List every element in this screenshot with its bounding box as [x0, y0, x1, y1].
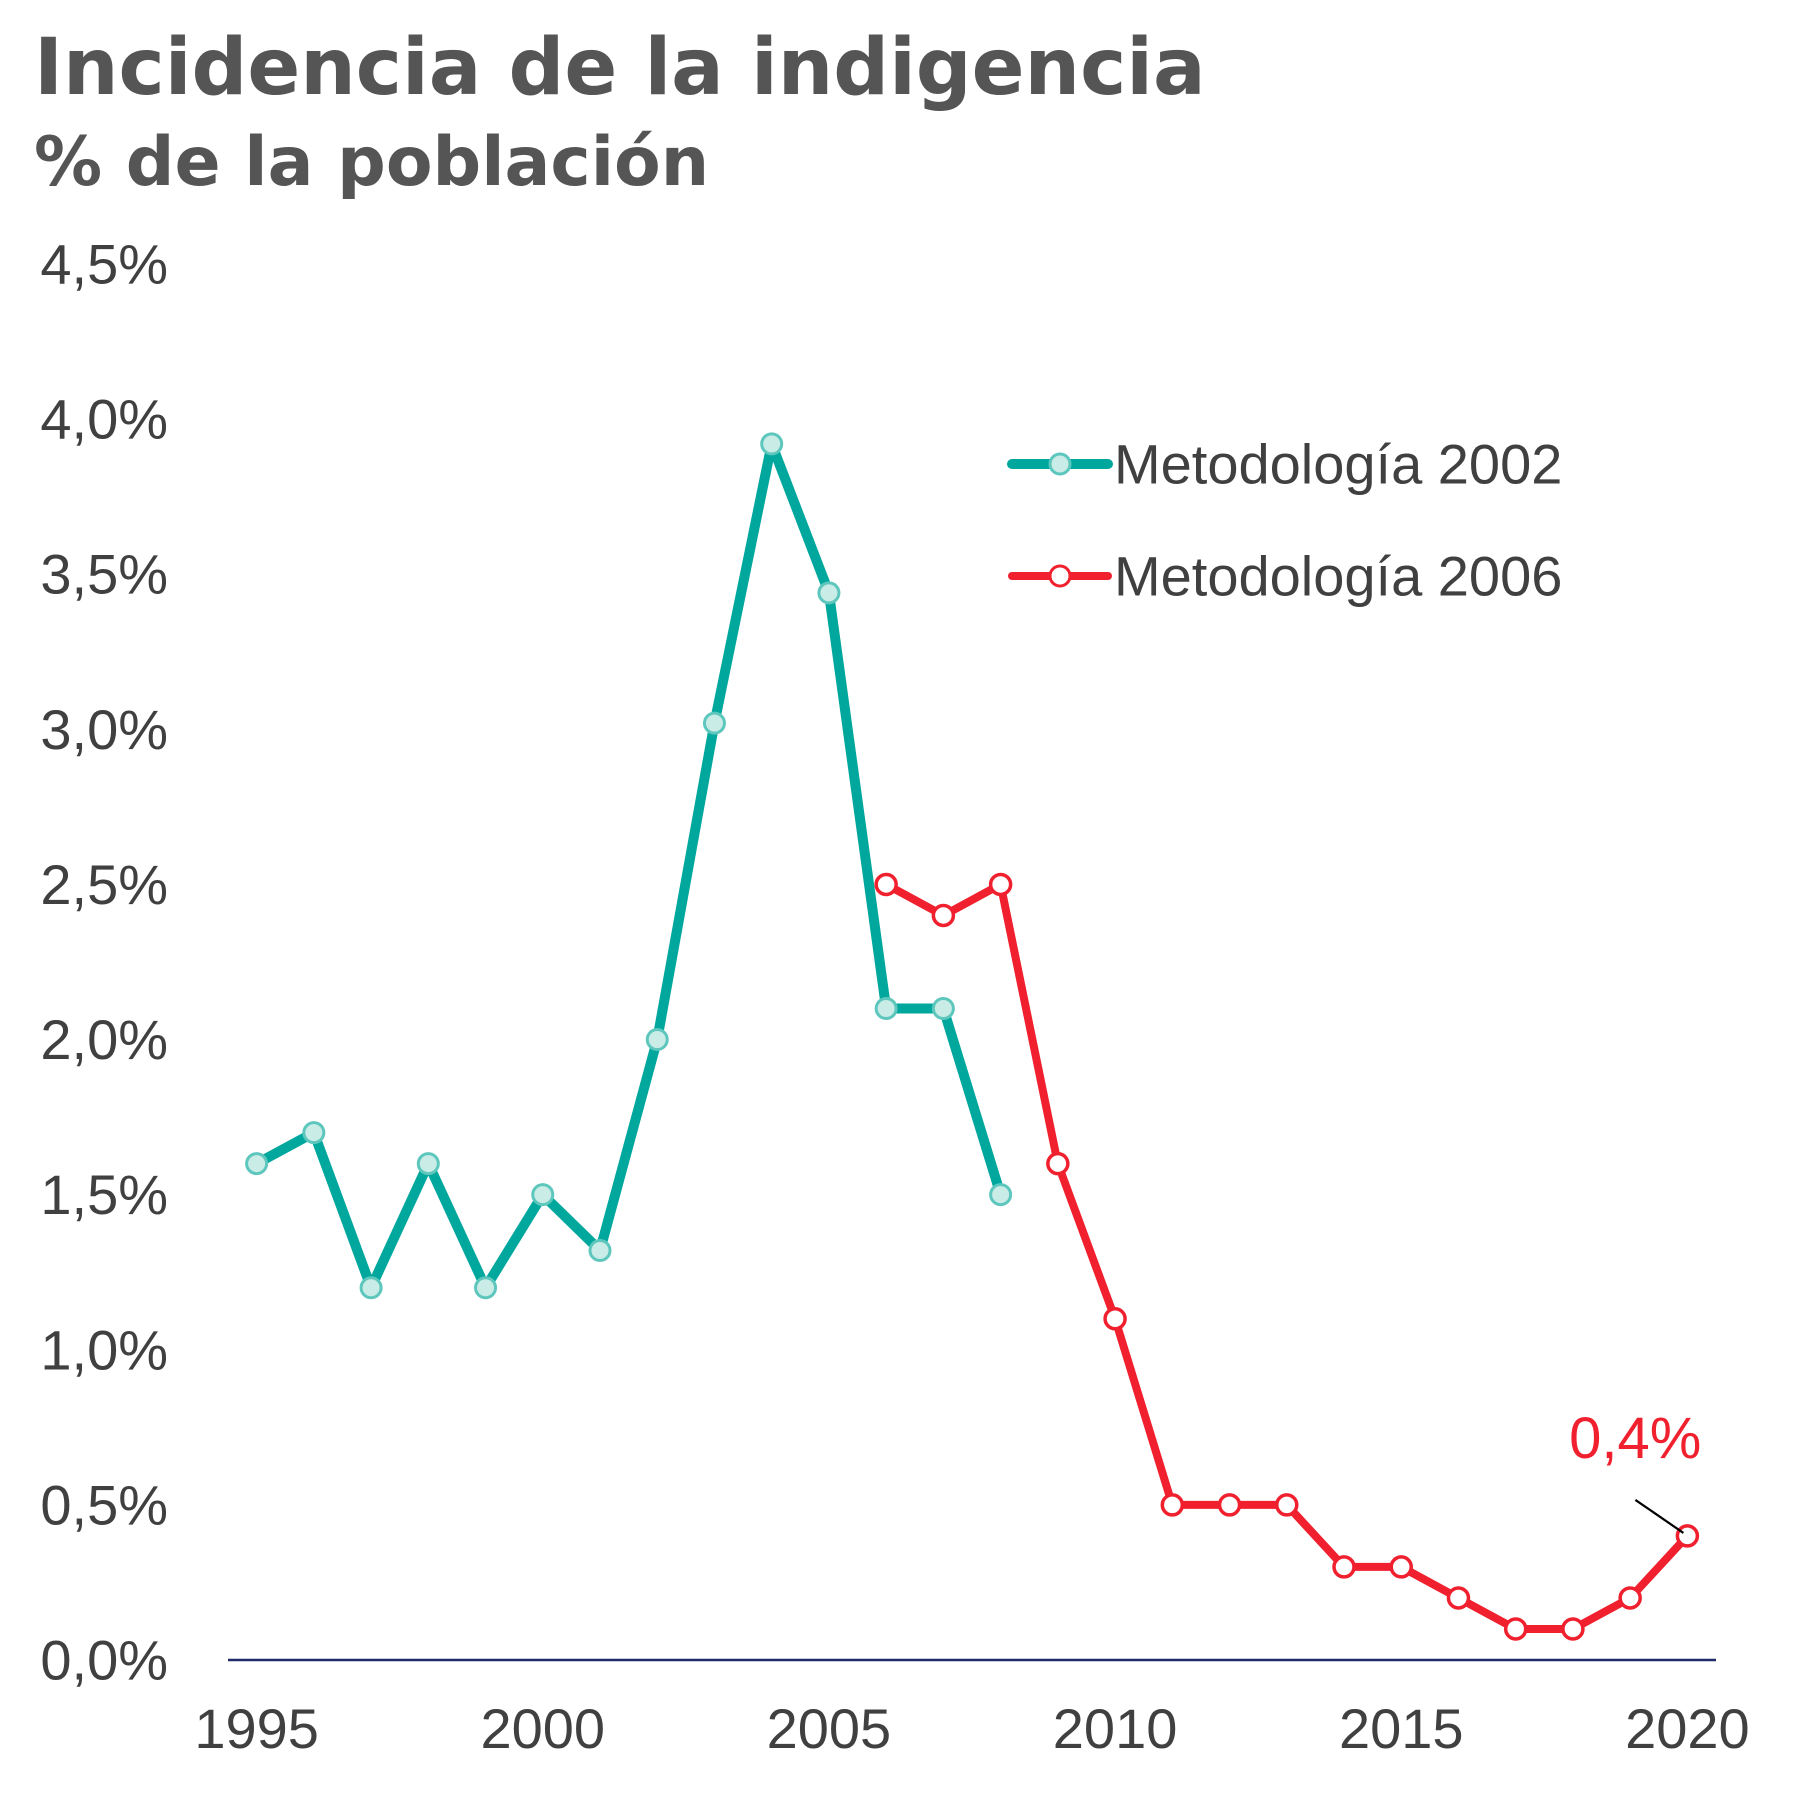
data-point — [531, 1183, 555, 1207]
data-point — [1275, 1493, 1299, 1517]
annotation-leader-line — [1634, 1499, 1685, 1534]
data-point — [989, 1183, 1013, 1207]
x-tick-label: 2015 — [1339, 1697, 1464, 1760]
data-point — [760, 432, 784, 456]
data-point — [416, 1152, 440, 1176]
data-point — [931, 903, 956, 928]
series-2 — [874, 872, 1700, 1641]
y-tick-label: 4,0% — [40, 388, 168, 451]
data-point — [302, 1121, 326, 1145]
series-line — [882, 880, 1692, 1633]
data-point — [1332, 1555, 1356, 1579]
y-tick-label: 1,5% — [40, 1163, 168, 1226]
y-tick-label: 2,0% — [40, 1008, 168, 1071]
series-layer — [245, 432, 1700, 1641]
legend-swatch-marker — [1048, 452, 1072, 476]
data-point — [1618, 1586, 1642, 1610]
legend-item-1: Metodología 2002 — [1007, 433, 1562, 496]
data-point — [988, 872, 1013, 897]
legend-label: Metodología 2002 — [1114, 433, 1562, 496]
y-tick-label: 2,5% — [40, 853, 168, 916]
data-point — [474, 1276, 498, 1300]
x-tick-label: 2000 — [480, 1697, 605, 1760]
legend-item-2: Metodología 2006 — [1008, 545, 1562, 608]
x-axis-tick-labels: 1995 2000 2005 2010 2015 2020 — [194, 1697, 1749, 1760]
series-1 — [245, 432, 1013, 1300]
data-point — [1046, 1151, 1070, 1176]
data-point — [645, 1028, 669, 1052]
data-point — [359, 1276, 383, 1300]
data-point — [702, 711, 726, 735]
data-point — [1389, 1555, 1413, 1579]
chart-title: Incidencia de la indigencia — [34, 23, 1206, 113]
data-point — [817, 581, 841, 605]
y-tick-label: 1,0% — [40, 1318, 168, 1381]
y-tick-label: 0,5% — [40, 1473, 168, 1536]
data-point — [874, 997, 898, 1021]
data-point — [1217, 1493, 1242, 1517]
legend: Metodología 2002 Metodología 2006 — [1007, 433, 1562, 608]
y-tick-label: 3,0% — [40, 698, 168, 761]
data-point — [588, 1239, 612, 1263]
y-tick-label: 3,5% — [40, 543, 168, 606]
data-point — [874, 872, 898, 897]
y-tick-label: 0,0% — [40, 1629, 168, 1692]
x-tick-label: 2005 — [767, 1697, 892, 1760]
annotation-label: 0,4% — [1569, 1406, 1701, 1471]
data-point — [1103, 1307, 1127, 1331]
annotation-layer: 0,4% — [1569, 1406, 1701, 1534]
x-tick-label: 2020 — [1625, 1697, 1750, 1760]
legend-swatch-marker — [1048, 564, 1072, 588]
y-axis-tick-labels: 0,0% 0,5% 1,0% 1,5% 2,0% 2,5% 3,0% 3,5% 4,0% 4,5% — [40, 233, 168, 1692]
data-point — [1503, 1617, 1528, 1641]
x-tick-label: 2010 — [1053, 1697, 1178, 1760]
legend-label: Metodología 2006 — [1114, 545, 1562, 608]
data-point — [1561, 1617, 1585, 1641]
data-point — [245, 1152, 269, 1176]
data-point — [931, 997, 955, 1021]
series-line — [251, 438, 1006, 1293]
data-point — [1446, 1586, 1471, 1610]
y-tick-label: 4,5% — [40, 233, 168, 296]
data-point — [1675, 1524, 1700, 1548]
data-point — [1160, 1493, 1185, 1517]
chart-subtitle: % de la población — [34, 123, 710, 202]
x-tick-label: 1995 — [194, 1697, 319, 1760]
